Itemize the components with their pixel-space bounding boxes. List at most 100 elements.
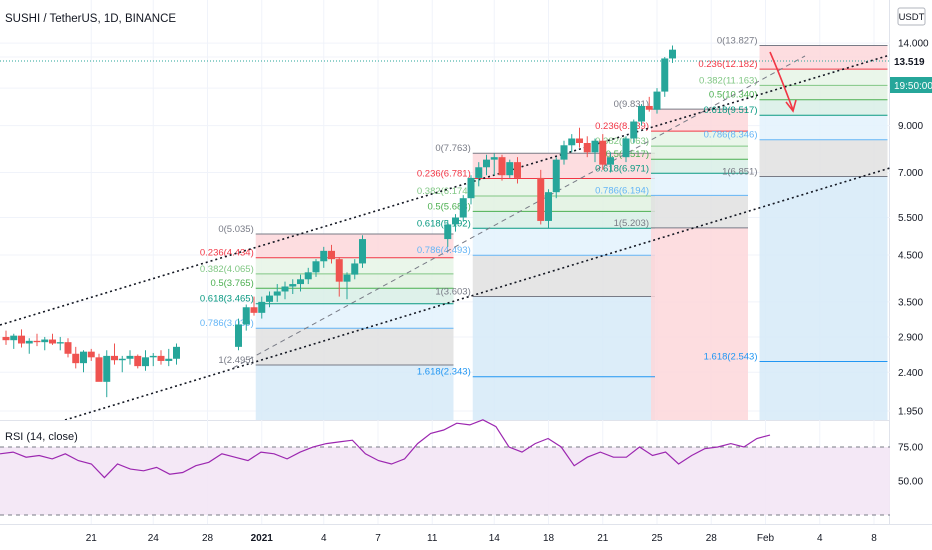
candle[interactable] — [545, 189, 552, 228]
symbol-title[interactable]: SUSHI / TetherUS, 1D, BINANCE — [5, 13, 176, 25]
candle[interactable] — [242, 304, 250, 331]
candle[interactable] — [118, 355, 126, 373]
candle[interactable] — [335, 257, 343, 297]
candle[interactable] — [622, 136, 630, 163]
candle-body — [661, 58, 669, 92]
candle[interactable] — [661, 57, 669, 97]
candle[interactable] — [599, 134, 607, 170]
candle[interactable] — [320, 246, 328, 268]
candle[interactable] — [537, 169, 545, 225]
candle[interactable] — [157, 350, 165, 365]
candle[interactable] — [10, 333, 18, 349]
candlestick-series[interactable] — [2, 45, 677, 398]
candle[interactable] — [630, 119, 638, 143]
candle[interactable] — [490, 153, 498, 176]
candle[interactable] — [576, 127, 583, 148]
candle[interactable] — [506, 159, 514, 178]
candle[interactable] — [328, 244, 335, 264]
candle[interactable] — [568, 134, 576, 153]
candle[interactable] — [459, 195, 467, 221]
rsi-label[interactable]: RSI (14, close) — [5, 431, 78, 443]
candle[interactable] — [297, 274, 304, 292]
candle[interactable] — [444, 220, 452, 247]
candle[interactable] — [359, 235, 366, 268]
candle[interactable] — [669, 45, 676, 63]
candle[interactable] — [281, 281, 289, 300]
candle[interactable] — [103, 350, 111, 398]
fib-block[interactable]: 0(9.831)0.236(8.739)0.382(8.063)0.5(7.51… — [595, 99, 748, 420]
candle[interactable] — [18, 329, 25, 348]
candle[interactable] — [653, 88, 661, 114]
candle[interactable] — [483, 154, 490, 176]
candle[interactable] — [452, 214, 459, 232]
fib-level-label: 0.786(8.346) — [704, 130, 758, 141]
candle[interactable] — [645, 96, 653, 112]
candle[interactable] — [56, 336, 64, 351]
candle[interactable] — [49, 333, 56, 345]
fib-level-label: 0(7.763) — [435, 143, 470, 154]
candle[interactable] — [33, 333, 41, 347]
time-tick-label: Feb — [757, 533, 775, 544]
fib-block[interactable]: 0(5.035) 0.236(4.434) 0.382(4.065) 0.5(3.76… — [200, 224, 454, 420]
candle-body — [126, 355, 134, 359]
candle[interactable] — [165, 348, 173, 367]
candle-body — [18, 335, 25, 344]
candle[interactable] — [273, 284, 281, 302]
candle[interactable] — [95, 353, 103, 382]
candle[interactable] — [41, 336, 49, 351]
down-arrow-annotation[interactable] — [769, 51, 797, 113]
candle-body — [289, 284, 297, 287]
fibonacci-retracements[interactable]: 0(5.035) 0.236(4.434) 0.382(4.065) 0.5(3.76… — [200, 35, 888, 420]
candle[interactable] — [289, 279, 297, 295]
candle[interactable] — [142, 350, 149, 371]
rsi-line[interactable] — [0, 419, 771, 479]
candle-body — [498, 157, 506, 176]
candle[interactable] — [173, 343, 180, 365]
candle[interactable] — [607, 152, 614, 173]
fib-block[interactable]: 0(13.827)0.236(12.182)0.382(11.163)0.5(1… — [698, 35, 888, 420]
candle[interactable] — [126, 350, 134, 365]
candle[interactable] — [134, 354, 142, 369]
currency-badge[interactable] — [897, 7, 926, 26]
candle[interactable] — [149, 353, 157, 367]
candle-body — [622, 138, 630, 158]
candle[interactable] — [638, 104, 645, 126]
time-tick-label: 4 — [817, 533, 823, 544]
candle[interactable] — [25, 338, 33, 354]
candle[interactable] — [111, 343, 118, 365]
candle[interactable] — [64, 338, 72, 358]
fib-block[interactable]: 0(7.763) 0.236(6.781) 0.382(6.174) 0.5(5.68… — [417, 143, 655, 420]
candle[interactable] — [343, 272, 351, 300]
price-tick-label: 3.500 — [898, 297, 923, 308]
time-axis[interactable]: 21 24 28 2021 4 7 11 14 18 21 25 28 Feb 4 8 — [86, 533, 878, 544]
last-price-label: 13.519 — [894, 57, 925, 68]
candle[interactable] — [80, 350, 87, 373]
candle[interactable] — [560, 140, 568, 165]
candle[interactable] — [351, 259, 359, 280]
candle-body — [607, 157, 614, 165]
candle[interactable] — [2, 330, 10, 345]
candle[interactable] — [235, 318, 242, 351]
candle[interactable] — [250, 296, 258, 316]
candle[interactable] — [583, 136, 591, 158]
candle-body — [568, 138, 576, 146]
candle[interactable] — [72, 346, 80, 369]
candle[interactable] — [87, 348, 95, 361]
pane-divider — [0, 420, 890, 421]
candle[interactable] — [266, 291, 273, 308]
channel-upper-line[interactable] — [0, 54, 890, 326]
candle[interactable] — [514, 157, 521, 184]
candle[interactable] — [258, 296, 266, 319]
candle[interactable] — [304, 267, 312, 285]
channel-lower-line[interactable] — [64, 167, 890, 420]
trend-channel[interactable] — [0, 54, 890, 420]
candle[interactable] — [591, 138, 599, 163]
candle[interactable] — [475, 162, 483, 187]
candle[interactable] — [552, 157, 560, 199]
fib-level-label: 0.236(4.434) — [200, 248, 254, 259]
candle[interactable] — [498, 154, 506, 181]
candle[interactable] — [467, 175, 475, 205]
time-tick-label: 24 — [148, 533, 160, 544]
candle[interactable] — [312, 259, 320, 277]
